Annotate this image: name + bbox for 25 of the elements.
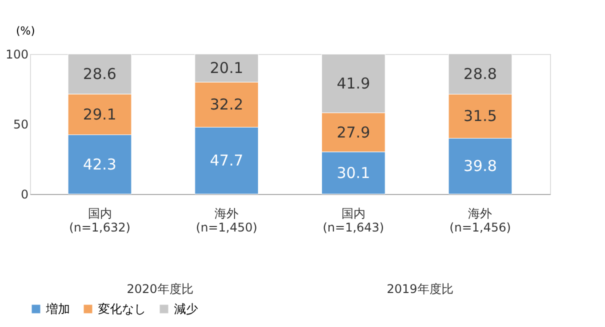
data-label: 42.3 <box>83 155 116 174</box>
data-label: 28.6 <box>83 65 116 84</box>
data-label: 41.9 <box>336 74 370 92</box>
x-tick-label: 海外 (n=1,450) <box>196 206 258 234</box>
data-label: 28.8 <box>464 65 497 84</box>
data-label: 39.8 <box>464 157 497 176</box>
data-label: 27.9 <box>336 123 370 142</box>
data-label: 29.1 <box>83 105 116 124</box>
text: 2019年度比 <box>386 282 454 296</box>
text: 2020年度比 <box>126 282 194 296</box>
legend-label: 増加 <box>45 302 70 316</box>
x-tick-label: 国内 (n=1,643) <box>322 206 384 234</box>
data-label: 32.2 <box>210 96 244 114</box>
data-label: 20.1 <box>210 59 244 78</box>
y-tick-label: 0 <box>20 188 28 202</box>
x-tick-label: 国内 (n=1,632) <box>69 206 130 234</box>
legend-label: 変化なし <box>98 302 146 316</box>
y-axis-title: (%) <box>16 24 36 38</box>
data-label: 47.7 <box>210 152 244 170</box>
y-tick-label: 100 <box>6 48 28 62</box>
legend-label: 減少 <box>174 302 198 316</box>
data-label: 30.1 <box>336 164 370 182</box>
x-tick-label: 海外 (n=1,456) <box>450 206 511 234</box>
y-tick-label: 50 <box>13 118 28 132</box>
data-label: 31.5 <box>464 107 497 126</box>
